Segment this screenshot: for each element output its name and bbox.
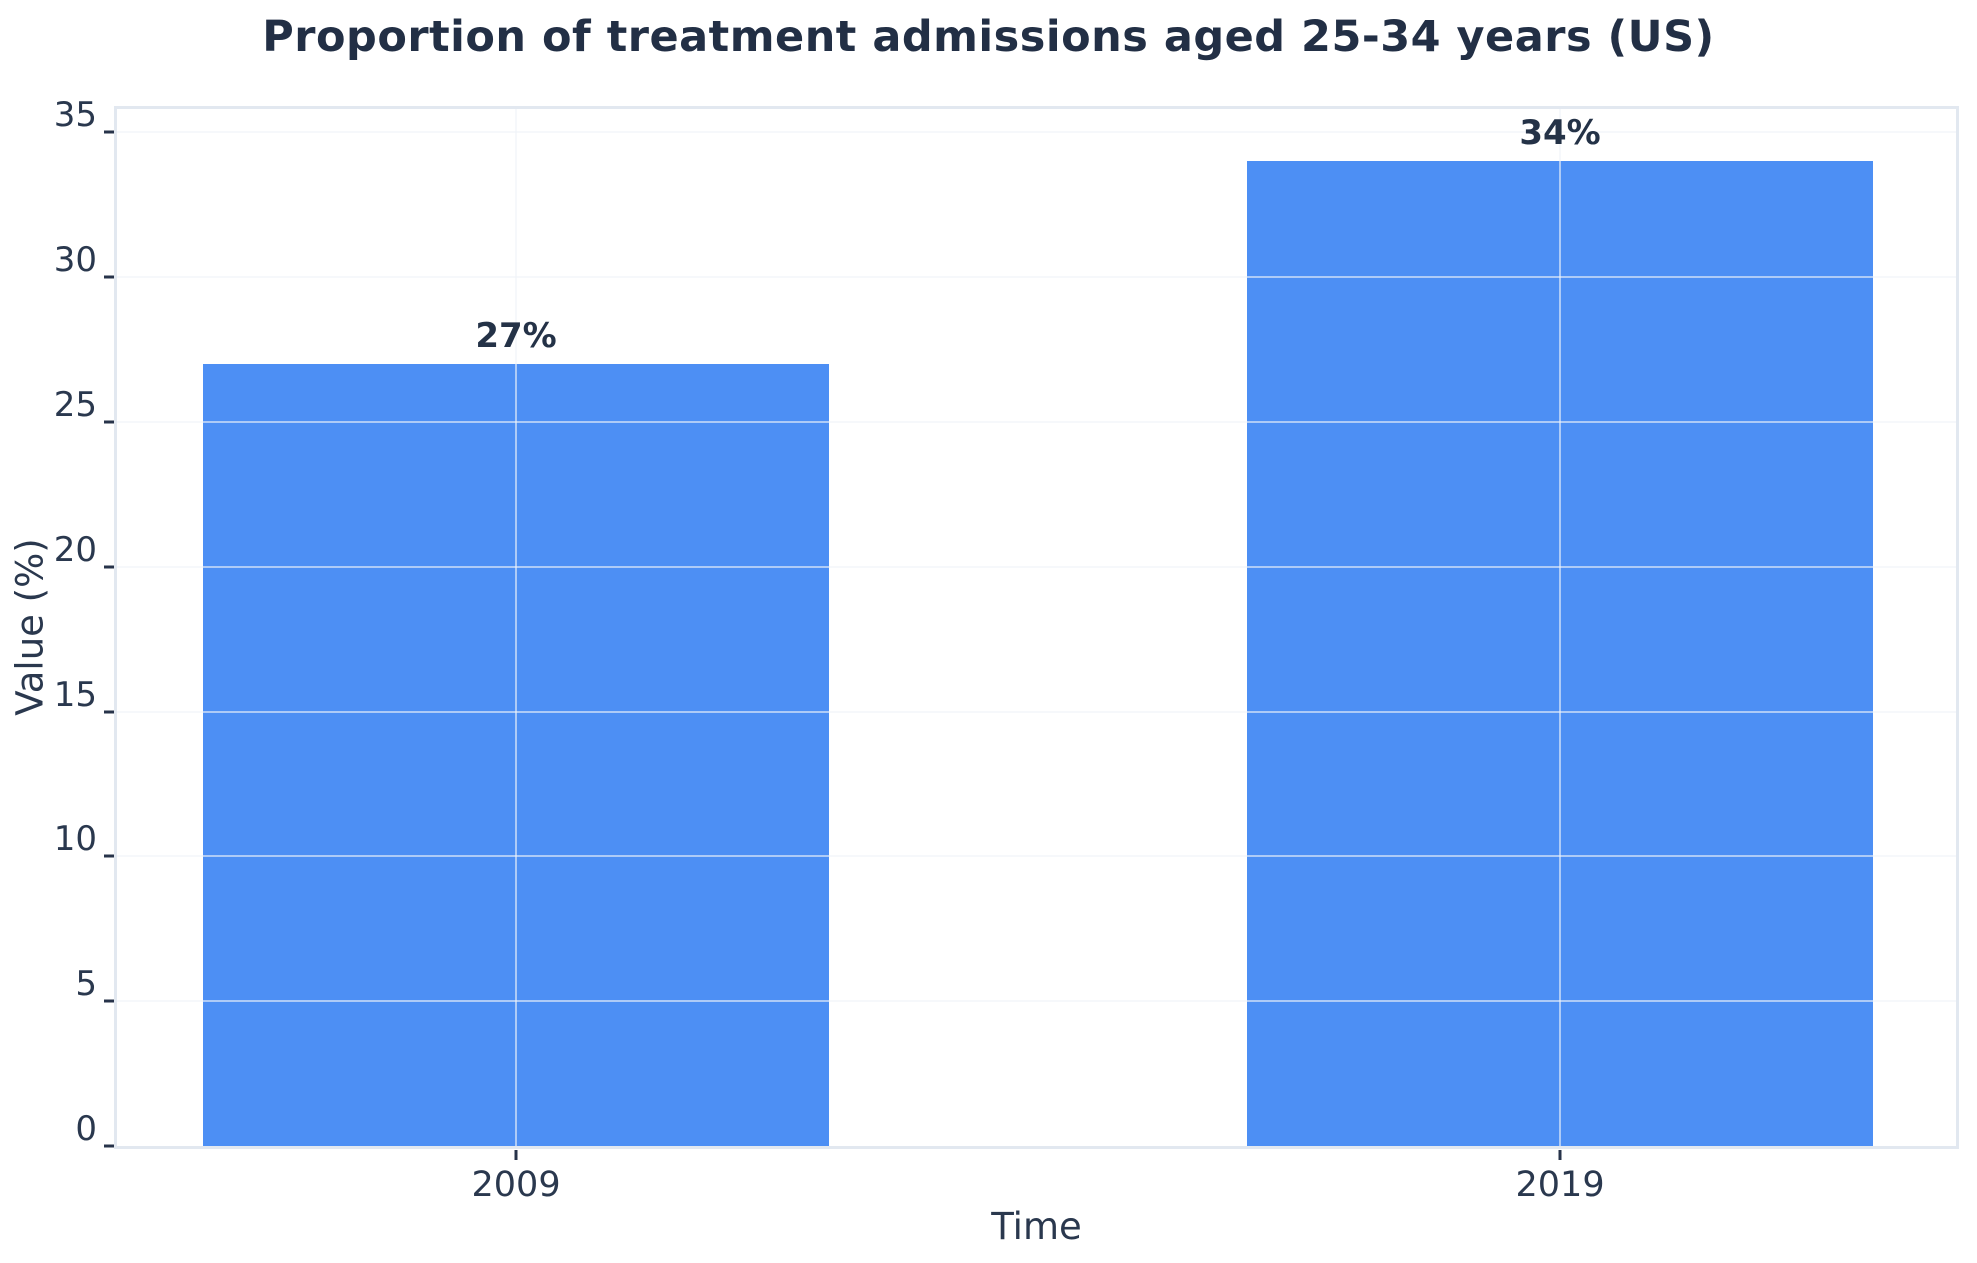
x-gridline-2009 [515, 109, 518, 1146]
y-gridline-25 [117, 420, 1956, 423]
y-tick-mark-25 [104, 420, 114, 424]
y-tick-mark-5 [104, 999, 114, 1003]
x-tick-label-2019: 2019 [1515, 1165, 1605, 1205]
y-gridline-20 [117, 565, 1956, 568]
bar-value-label-2019: 34% [1519, 113, 1601, 154]
y-tick-mark-15 [104, 710, 114, 714]
bar-value-label-2009: 27% [475, 315, 557, 356]
y-tick-mark-30 [104, 275, 114, 279]
y-tick-label-25: 25 [53, 384, 97, 425]
x-tick-mark-2009 [514, 1150, 518, 1160]
y-tick-label-30: 30 [53, 240, 97, 281]
y-tick-mark-0 [104, 1144, 114, 1148]
y-tick-label-0: 0 [75, 1109, 97, 1149]
y-tick-mark-35 [104, 130, 114, 134]
x-axis-label: Time [991, 1205, 1082, 1248]
y-gridline-15 [117, 710, 1956, 713]
x-gridline-2019 [1559, 109, 1562, 1146]
plot-area: 27% 2009 34% 2019 0 5 10 15 20 25 30 35 [54, 98, 1959, 1205]
y-gridline-5 [117, 1000, 1956, 1003]
y-tick-label-10: 10 [53, 819, 97, 860]
y-tick-label-15: 15 [53, 674, 97, 715]
y-gridline-35 [117, 131, 1956, 134]
y-gridline-10 [117, 855, 1956, 858]
y-tick-label-20: 20 [53, 529, 97, 570]
y-tick-label-5: 5 [75, 964, 97, 1005]
y-tick-mark-20 [104, 565, 114, 569]
y-tick-label-35: 35 [53, 95, 97, 136]
x-tick-mark-2019 [1558, 1150, 1562, 1160]
chart-title: Proportion of treatment admissions aged … [262, 12, 1715, 62]
y-tick-mark-10 [104, 854, 114, 858]
x-tick-label-2009: 2009 [471, 1165, 561, 1205]
y-gridline-30 [117, 276, 1956, 279]
